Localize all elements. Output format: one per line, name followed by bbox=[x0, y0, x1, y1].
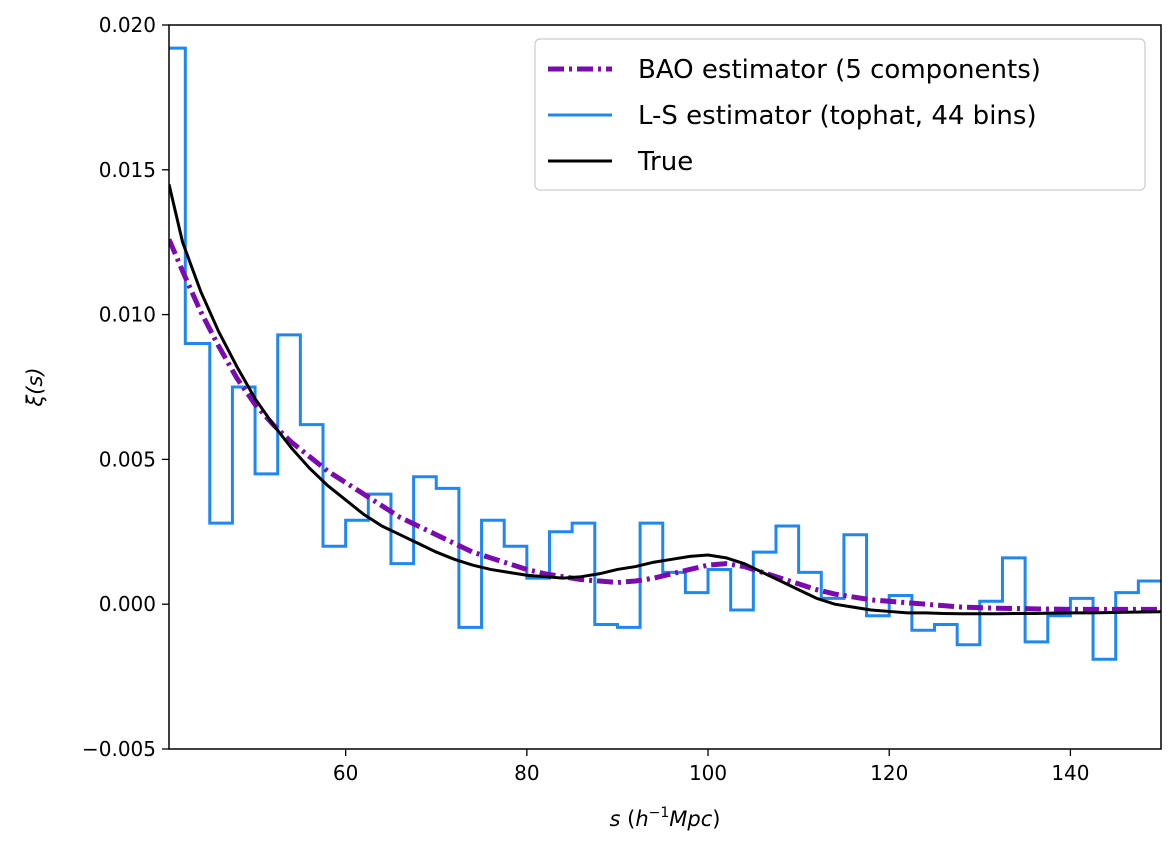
x-tick-label: 60 bbox=[333, 761, 358, 785]
plot-frame bbox=[168, 24, 1162, 750]
y-tick-label: 0.020 bbox=[99, 13, 156, 37]
x-tick-label: 140 bbox=[1051, 761, 1089, 785]
x-axis-ticks: 60 80 100 120 140 bbox=[333, 749, 1090, 785]
x-axis-label-h: h bbox=[635, 807, 648, 831]
y-tick-label: −0.005 bbox=[82, 737, 156, 761]
y-tick-label: 0.015 bbox=[99, 158, 156, 182]
y-tick-label: 0.010 bbox=[99, 303, 156, 327]
x-axis-label-close: ) bbox=[712, 807, 720, 831]
y-tick-label: 0.005 bbox=[99, 447, 156, 471]
y-axis-label: ξ(s) bbox=[23, 367, 47, 407]
x-tick-label: 120 bbox=[870, 761, 908, 785]
y-axis-ticks: −0.005 0.000 0.005 0.010 0.015 0.020 bbox=[82, 13, 169, 761]
series-line-l-s-estimator-tophat-44-bins bbox=[169, 46, 1161, 661]
legend-label-ls: L-S estimator (tophat, 44 bins) bbox=[638, 101, 1037, 131]
y-tick-label: 0.000 bbox=[99, 592, 156, 616]
x-axis-label-open: ( bbox=[620, 807, 635, 831]
x-axis-label-var: s bbox=[610, 807, 621, 831]
legend-label-bao: BAO estimator (5 components) bbox=[638, 55, 1041, 85]
series-layer bbox=[169, 46, 1161, 661]
x-axis-label-unit: Mpc bbox=[669, 807, 712, 831]
x-axis-label: s (h−1Mpc) bbox=[610, 805, 721, 831]
x-axis-label-exponent: −1 bbox=[649, 805, 670, 821]
legend: BAO estimator (5 components) L-S estimat… bbox=[534, 38, 1146, 191]
series-line-bao-estimator-5-components bbox=[169, 238, 1161, 612]
x-tick-label: 100 bbox=[689, 761, 727, 785]
legend-box bbox=[534, 38, 1146, 191]
series-line-true bbox=[169, 183, 1161, 616]
x-tick-label: 80 bbox=[514, 761, 539, 785]
legend-label-true: True bbox=[637, 147, 693, 177]
